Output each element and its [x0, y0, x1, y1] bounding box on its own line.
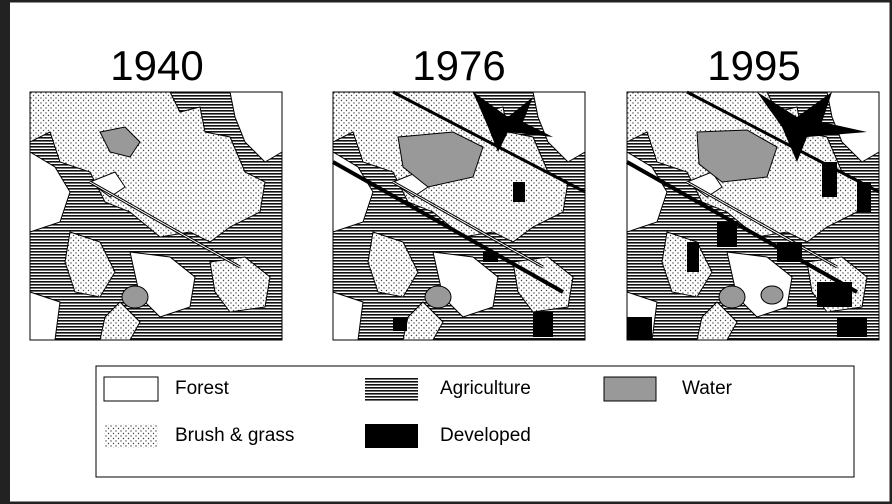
panel-title: 1995	[707, 42, 800, 89]
map-1940	[30, 92, 282, 340]
swatch-forest	[104, 377, 158, 401]
swatch-developed	[365, 424, 418, 448]
legend: Forest Agriculture Water Brush & grass D…	[96, 366, 854, 477]
legend-label: Brush & grass	[175, 425, 294, 446]
map-1995	[627, 92, 879, 340]
legend-label: Water	[682, 378, 733, 399]
left-edge	[0, 1, 10, 503]
legend-label: Developed	[440, 425, 531, 446]
panel-title: 1940	[110, 42, 203, 89]
legend-label: Forest	[175, 378, 230, 399]
legend-label: Agriculture	[440, 378, 531, 399]
figure: 1940 1976 1995 Forest Agriculture Water …	[0, 0, 892, 504]
map-1976	[333, 92, 585, 340]
swatch-agriculture	[365, 377, 418, 401]
panel-title: 1976	[412, 42, 505, 89]
swatch-brush	[104, 424, 158, 448]
swatch-water	[604, 377, 656, 401]
